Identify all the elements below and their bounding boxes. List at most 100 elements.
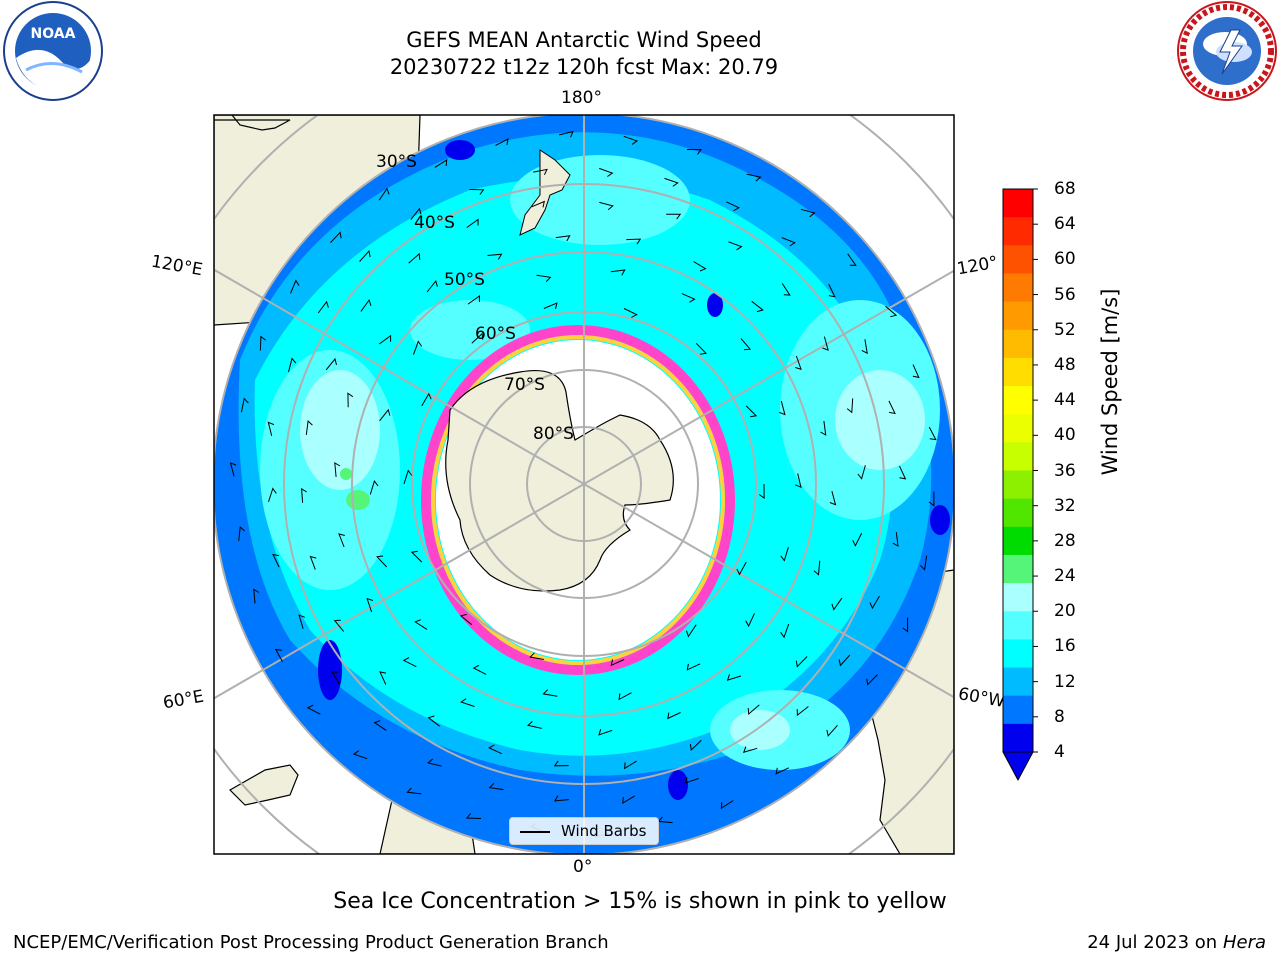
lat-label-60s: 60°S [475, 324, 516, 344]
colorbar-cell [1003, 357, 1033, 387]
wind-barb [536, 274, 552, 282]
wind-barb [238, 525, 245, 541]
wind-barb [274, 648, 283, 663]
wind-barb [379, 408, 391, 422]
wind-barb [623, 135, 639, 145]
wind-barb [334, 461, 341, 477]
wind-barb [686, 149, 702, 155]
wind-barb [892, 532, 899, 547]
wind-barb [888, 400, 896, 415]
wind-barb [820, 420, 827, 436]
map-subtitle: 20230722 t12z 120h fcst Max: 20.79 [389, 55, 779, 79]
colorbar-cell [1003, 498, 1033, 528]
colorbar-cell [1003, 611, 1033, 640]
sea-ice-edge-inner [431, 335, 725, 665]
host-name: Hera [1222, 932, 1266, 953]
lat-label-80s: 80°S [533, 424, 574, 444]
wind-barb [359, 250, 371, 262]
wind-barb [745, 405, 758, 418]
wind-barb [531, 200, 545, 208]
wind-barb [685, 624, 697, 638]
wind-barb [379, 334, 392, 345]
colorbar-cell [1003, 639, 1033, 669]
lat-label-40s: 40°S [414, 213, 455, 233]
wind-barb [298, 614, 305, 629]
nws-logo-icon [1177, 1, 1277, 101]
wind-barb [309, 555, 317, 570]
colorbar-cell [1003, 695, 1033, 725]
colorbar-tick-label: 36 [1054, 460, 1076, 481]
wind-barb [410, 207, 422, 221]
wind-barb [796, 706, 809, 717]
wind-barb [325, 357, 337, 371]
wind-barb [726, 201, 740, 212]
wind-barb [360, 299, 372, 312]
colorbar-tick-label: 4 [1054, 742, 1065, 762]
colorbar-cell [1003, 301, 1033, 331]
wind-barb [828, 283, 836, 298]
wind-barb [664, 177, 679, 187]
wind-barb [758, 483, 765, 499]
svg-text:NOAA: NOAA [31, 26, 76, 42]
wind-barb [726, 674, 742, 681]
wind-barb [488, 782, 504, 791]
antarctica-landmass [445, 370, 674, 592]
wind-barb [533, 168, 548, 176]
wind-barbs-layer [229, 130, 937, 838]
wind-barb [471, 332, 484, 344]
wind-barb [460, 698, 475, 707]
wind-barb [305, 419, 313, 435]
lon-label-180: 180° [561, 88, 602, 108]
colorbar-tick-label: 64 [1054, 214, 1076, 235]
wind-barb [747, 704, 760, 716]
wind-barb [427, 715, 440, 727]
wind-barb [229, 462, 237, 477]
wind-barb [472, 664, 487, 675]
wind-barb [822, 336, 829, 351]
wind-barb [487, 744, 503, 755]
wind-barb [408, 252, 421, 264]
wind-barb [781, 283, 791, 296]
colorbar-cell [1003, 386, 1033, 415]
wind-barb [928, 491, 935, 507]
wind-barb [795, 473, 802, 489]
colorbar-tick-label: 44 [1054, 390, 1076, 411]
wind-barb [622, 795, 636, 805]
wind-barb [543, 302, 558, 310]
wind-barb [288, 357, 297, 373]
wind-barb [780, 623, 790, 639]
wind-barb [331, 671, 340, 685]
wind-barb [240, 397, 249, 413]
wind-barb [379, 671, 387, 685]
wind-barb [667, 712, 681, 720]
wind-barb [847, 253, 857, 266]
wind-barb [610, 659, 625, 667]
colorbar-cell [1003, 329, 1033, 359]
wind-barb [465, 812, 482, 819]
wind-barb [599, 167, 614, 177]
wind-barb [267, 421, 275, 437]
colorbar-cell [1003, 189, 1033, 218]
lon-label-0: 0° [573, 857, 593, 877]
wind-barb [618, 692, 632, 701]
wind-barb [928, 426, 937, 441]
colorbar-cell [1003, 414, 1033, 443]
wind-barb [885, 305, 898, 318]
wind-barb [779, 400, 786, 416]
colorbar-cell [1003, 470, 1033, 500]
wind-barb [728, 241, 743, 251]
legend-label: Wind Barbs [561, 822, 647, 840]
wind-barb [829, 490, 837, 506]
wind-barb-legend-line [520, 831, 550, 833]
wind-barb [427, 758, 442, 767]
wind-barb [813, 560, 821, 576]
wind-barb [333, 619, 344, 632]
wind-barb [751, 300, 764, 313]
wind-barb [740, 338, 752, 351]
wind-barb [529, 652, 544, 660]
wind-barb [745, 613, 755, 628]
wind-barb [347, 392, 354, 408]
wind-barb [272, 553, 280, 568]
colorbar-label: Wind Speed [m/s] [1098, 288, 1122, 476]
wind-barb [861, 339, 868, 355]
